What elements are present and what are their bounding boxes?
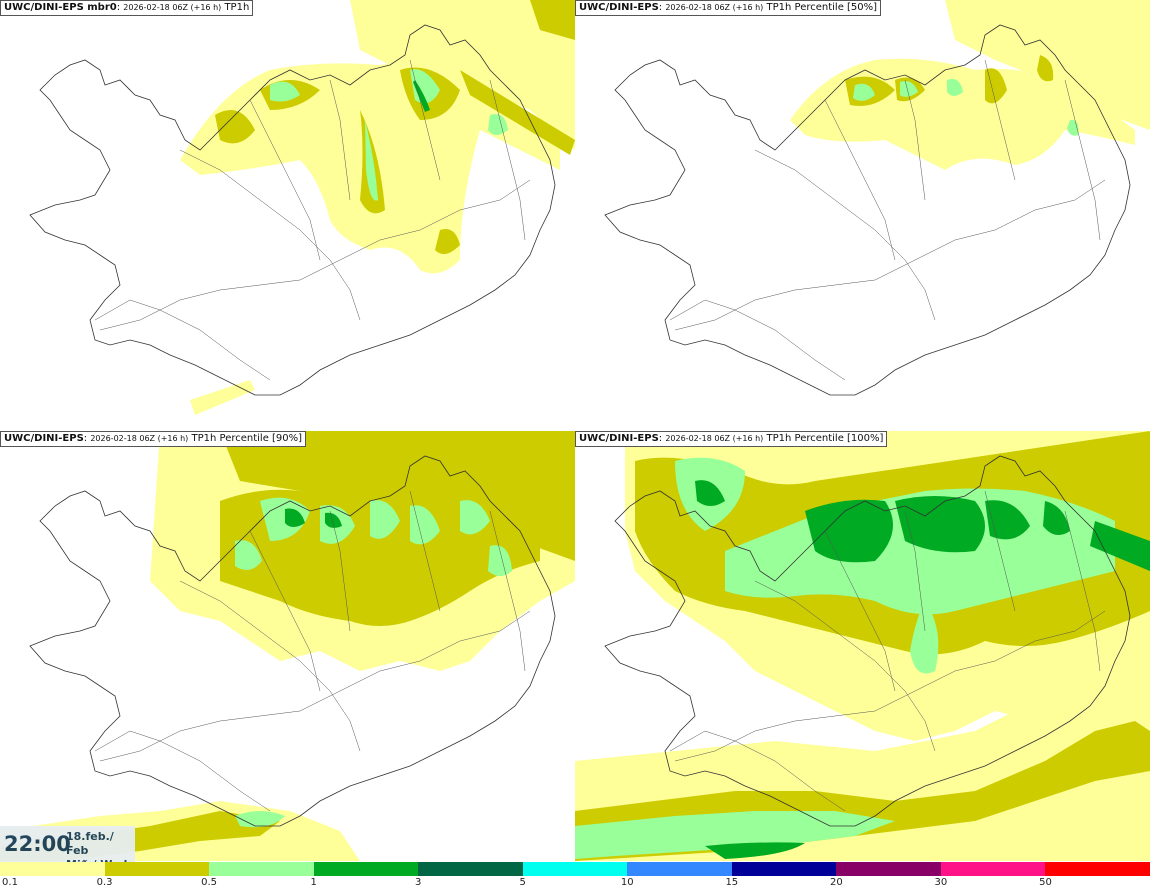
legend-label: 0.1 [2,877,18,888]
map-panel-p100: UWC/DINI-EPS: 2026-02-18 06Z (+16 h) TP1… [575,431,1150,861]
panel-title: UWC/DINI-EPS: 2026-02-18 06Z (+16 h) TP1… [575,0,882,16]
valid-date-line1: 18.feb./ Feb [66,830,114,857]
legend-label: 0.5 [201,877,218,888]
run-time: 2026-02-18 06Z (+16 h) [90,434,189,443]
legend-swatch [1045,862,1150,876]
legend-swatch [313,862,419,876]
legend-label: 5 [519,877,526,888]
product-name: TP1h Percentile [100%] [766,433,884,444]
valid-time: 22:00 [4,832,71,856]
map-panel-p90: UWC/DINI-EPS: 2026-02-18 06Z (+16 h) TP1… [0,431,575,861]
color-legend: 0.1 0.3 0.5 1 3 5 10 15 20 30 50 [0,862,1150,891]
model-name: UWC/DINI-EPS [579,2,659,13]
precipitation-map [604,0,1150,396]
legend-label: 0.3 [96,877,113,888]
model-name: UWC/DINI-EPS [4,433,84,444]
precipitation-map [0,431,575,861]
legend-color-bar [0,862,1150,876]
legend-swatch [731,862,837,876]
panel-title: UWC/DINI-EPS: 2026-02-18 06Z (+16 h) TP1… [575,431,888,447]
product-name: TP1h [224,2,250,13]
run-time: 2026-02-18 06Z (+16 h) [123,3,222,12]
run-time: 2026-02-18 06Z (+16 h) [665,3,764,12]
map-panel-mbr0: UWC/DINI-EPS mbr0: 2026-02-18 06Z (+16 h… [0,0,575,430]
legend-swatch [0,862,105,876]
legend-swatch [418,862,523,876]
map-panel-p50: UWC/DINI-EPS: 2026-02-18 06Z (+16 h) TP1… [575,0,1150,430]
precipitation-map [575,431,1150,861]
legend-swatch [836,862,941,876]
legend-label: 1 [310,877,317,888]
legend-label: 20 [829,877,843,888]
product-name: TP1h Percentile [90%] [191,433,303,444]
precipitation-map [29,0,575,415]
model-name: UWC/DINI-EPS mbr0 [4,2,117,13]
panel-title: UWC/DINI-EPS mbr0: 2026-02-18 06Z (+16 h… [0,0,254,16]
legend-label: 30 [934,877,948,888]
legend-label: 15 [725,877,739,888]
model-name: UWC/DINI-EPS [579,433,659,444]
valid-time-box: 22:00 18.feb./ Feb Mið./ Wed [0,826,135,871]
legend-swatch [209,862,314,876]
legend-label: 50 [1039,877,1052,888]
panel-title: UWC/DINI-EPS: 2026-02-18 06Z (+16 h) TP1… [0,431,307,447]
legend-swatch [522,862,628,876]
product-name: TP1h Percentile [50%] [766,2,878,13]
legend-label: 10 [620,877,634,888]
legend-swatch [627,862,732,876]
legend-label: 3 [414,877,422,888]
legend-swatch [104,862,210,876]
run-time: 2026-02-18 06Z (+16 h) [665,434,764,443]
legend-swatch [940,862,1046,876]
